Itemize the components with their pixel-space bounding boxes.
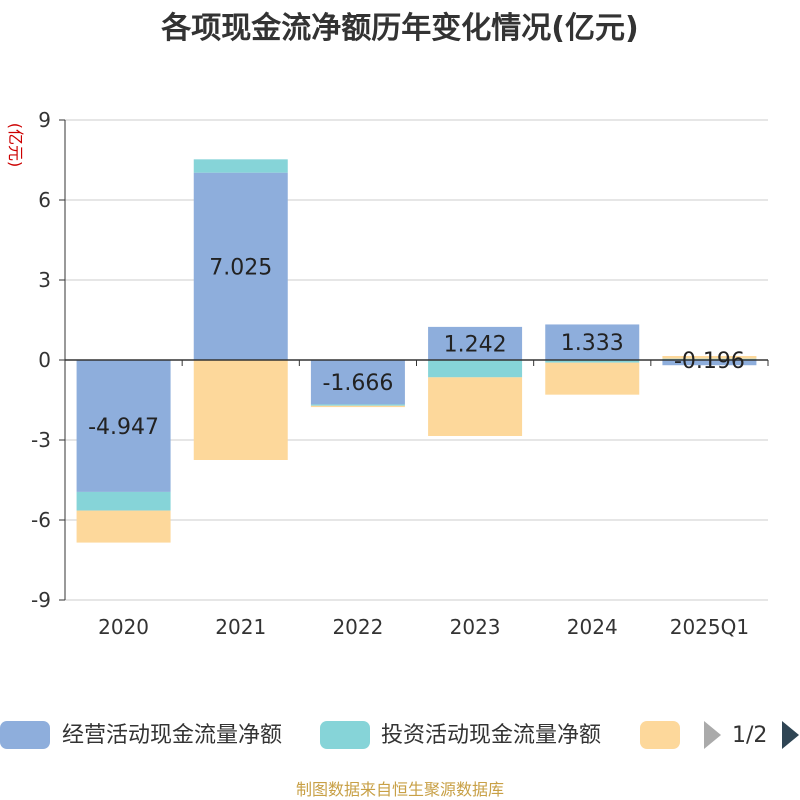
data-labels: -4.947 7.025 -1.666 1.242 1.333 -0.196 — [88, 255, 745, 440]
x-tick-label: 2022 — [332, 615, 383, 639]
data-source: 制图数据来自恒生聚源数据库 — [296, 780, 504, 799]
bar-2024-s1[interactable] — [545, 360, 640, 363]
legend-swatch-operating[interactable] — [0, 721, 50, 749]
y-tick-label: -6 — [31, 508, 51, 532]
data-label: 1.333 — [561, 331, 624, 356]
y-tick-label: 6 — [38, 188, 51, 212]
bar-2025Q1-s2[interactable] — [662, 356, 757, 359]
bar-2024-s0[interactable] — [545, 324, 640, 360]
y-tick-label: 0 — [38, 348, 51, 372]
data-label: -1.666 — [322, 371, 393, 396]
legend-swatch-investing[interactable] — [320, 721, 370, 749]
data-label: 1.242 — [444, 332, 507, 357]
bar-2020-s2[interactable] — [76, 510, 171, 543]
bar-2021-s2[interactable] — [193, 360, 288, 460]
x-tick-label: 2021 — [215, 615, 266, 639]
bar-2022-s1[interactable] — [310, 404, 405, 406]
x-tick-label: 2020 — [98, 615, 149, 639]
bars — [76, 159, 757, 543]
grid-lines — [65, 119, 768, 601]
bar-2020-s0[interactable] — [76, 360, 171, 492]
axes: 9 6 3 0 -3 -6 -9 2020 2021 2022 2023 2024 2025Q1 — [31, 108, 769, 639]
y-tick-label: 3 — [38, 268, 51, 292]
y-axis-label: (亿元) — [6, 123, 25, 168]
bar-2020-s1[interactable] — [76, 491, 171, 511]
y-tick-label: 9 — [38, 108, 51, 132]
legend-swatch-financing[interactable] — [640, 721, 680, 749]
data-label: 7.025 — [209, 255, 272, 280]
bar-2022-s0[interactable] — [310, 360, 405, 405]
legend-page-indicator: 1/2 — [732, 723, 767, 748]
bar-2021-s0[interactable] — [193, 172, 288, 360]
data-label: -4.947 — [88, 415, 159, 440]
y-tick-label: -3 — [31, 428, 51, 452]
bar-2025Q1-s0[interactable] — [662, 360, 757, 366]
data-label: -0.196 — [674, 349, 745, 374]
x-tick-label: 2025Q1 — [670, 615, 749, 639]
legend-next-page-icon[interactable] — [782, 721, 799, 749]
chart-title: 各项现金流净额历年变化情况(亿元) — [160, 11, 638, 46]
legend: 经营活动现金流量净额 投资活动现金流量净额 1/2 — [0, 721, 799, 749]
bar-2023-s0[interactable] — [428, 326, 523, 360]
bar-2023-s1[interactable] — [428, 360, 523, 378]
legend-label-investing[interactable]: 投资活动现金流量净额 — [381, 723, 601, 748]
bar-2021-s1[interactable] — [193, 159, 288, 173]
y-tick-label: -9 — [31, 588, 51, 612]
bar-2022-s2[interactable] — [310, 405, 405, 408]
x-tick-label: 2024 — [567, 615, 618, 639]
bar-2023-s2[interactable] — [428, 377, 523, 436]
x-tick-label: 2023 — [450, 615, 501, 639]
legend-prev-page-icon[interactable] — [704, 721, 721, 749]
bar-2024-s2[interactable] — [545, 362, 640, 395]
legend-label-operating[interactable]: 经营活动现金流量净额 — [62, 723, 282, 748]
